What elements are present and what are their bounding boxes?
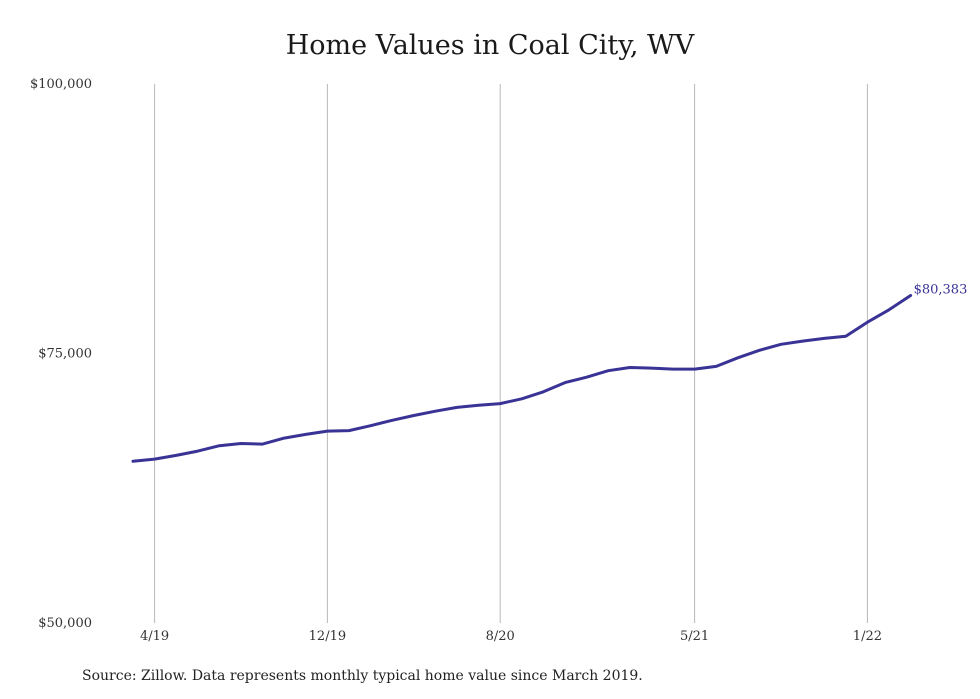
series-line — [131, 294, 913, 463]
y-tick-label: $75,000 — [38, 347, 92, 362]
x-tick-label: 4/19 — [140, 629, 169, 644]
y-tick-label: $50,000 — [38, 616, 92, 631]
x-tick-label: 1/22 — [853, 629, 882, 644]
x-axis-ticks: 4/19 12/19 8/20 5/21 1/22 — [140, 629, 882, 644]
y-axis-ticks: $100,000 $75,000 $50,000 — [30, 77, 92, 631]
gridlines — [154, 84, 868, 623]
chart-title: Home Values in Coal City, WV — [285, 30, 695, 61]
y-tick-label: $100,000 — [30, 77, 92, 92]
series-layer: $80,383 — [131, 282, 968, 463]
x-tick-label: 12/19 — [309, 629, 346, 644]
end-value-label: $80,383 — [914, 282, 968, 297]
source-note: Source: Zillow. Data represents monthly … — [82, 668, 643, 684]
x-tick-label: 8/20 — [486, 629, 515, 644]
x-tick-label: 5/21 — [680, 629, 709, 644]
